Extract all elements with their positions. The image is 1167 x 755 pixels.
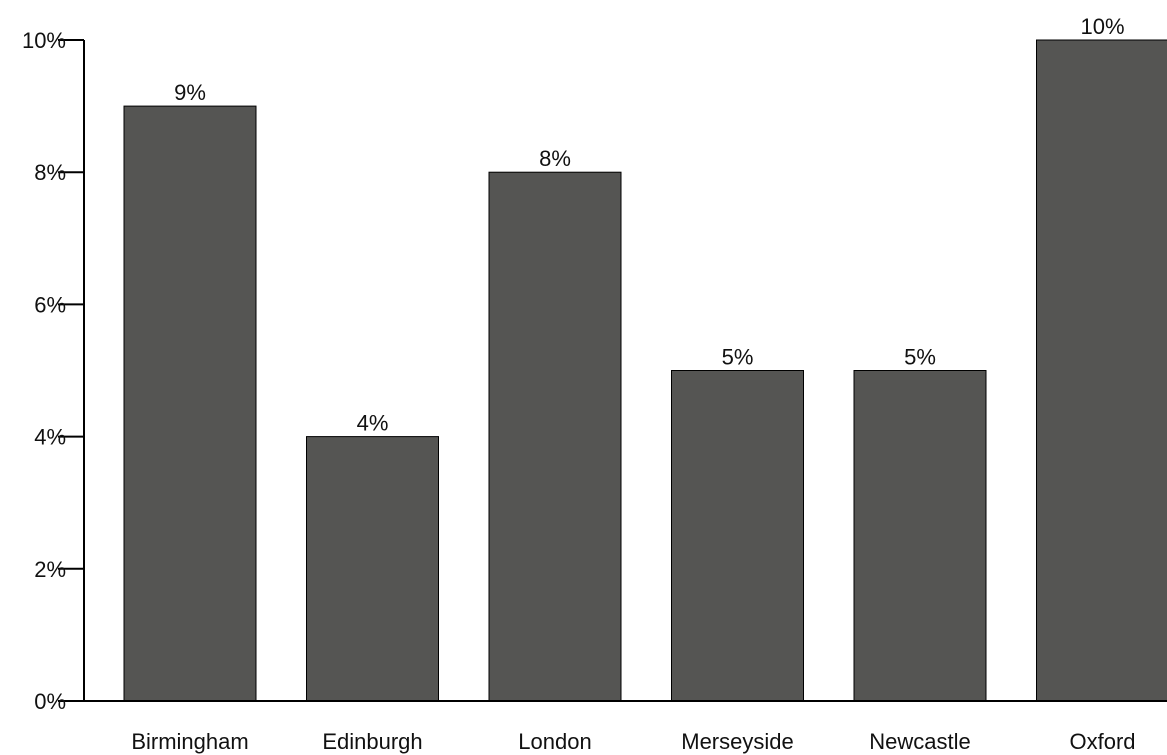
x-category-label: Oxford <box>1069 729 1135 754</box>
y-tick-label: 8% <box>34 160 66 185</box>
bars-group <box>123 39 1167 702</box>
bar-value-label: 5% <box>722 345 754 370</box>
bar-value-label: 4% <box>357 411 389 436</box>
y-tick-label: 2% <box>34 557 66 582</box>
bar-merseyside <box>671 370 804 702</box>
y-tick-label: 4% <box>34 425 66 450</box>
bar-birmingham <box>123 105 257 702</box>
bar-value-label: 8% <box>539 146 571 171</box>
y-axis: 0% 2% 4% 6% 8% 10% <box>22 28 85 714</box>
category-labels: Birmingham Edinburgh London Merseyside Newca… <box>131 729 1135 754</box>
x-category-label: Newcastle <box>869 729 970 754</box>
bar-value-label: 5% <box>904 345 936 370</box>
x-category-label: Birmingham <box>131 729 248 754</box>
x-category-label: Edinburgh <box>322 729 422 754</box>
x-category-label: London <box>518 729 591 754</box>
bar-newcastle <box>853 370 987 702</box>
bar-london <box>488 171 622 702</box>
x-category-label: Merseyside <box>681 729 793 754</box>
y-tick-label: 0% <box>34 689 66 714</box>
y-tick-label: 10% <box>22 28 66 53</box>
bar-oxford <box>1036 39 1167 702</box>
bar-value-labels: 9% 4% 8% 5% 5% 10% <box>174 14 1124 436</box>
bar-edinburgh <box>306 436 439 702</box>
y-tick-label: 6% <box>34 292 66 317</box>
bar-value-label: 10% <box>1080 14 1124 39</box>
bar-value-label: 9% <box>174 80 206 105</box>
